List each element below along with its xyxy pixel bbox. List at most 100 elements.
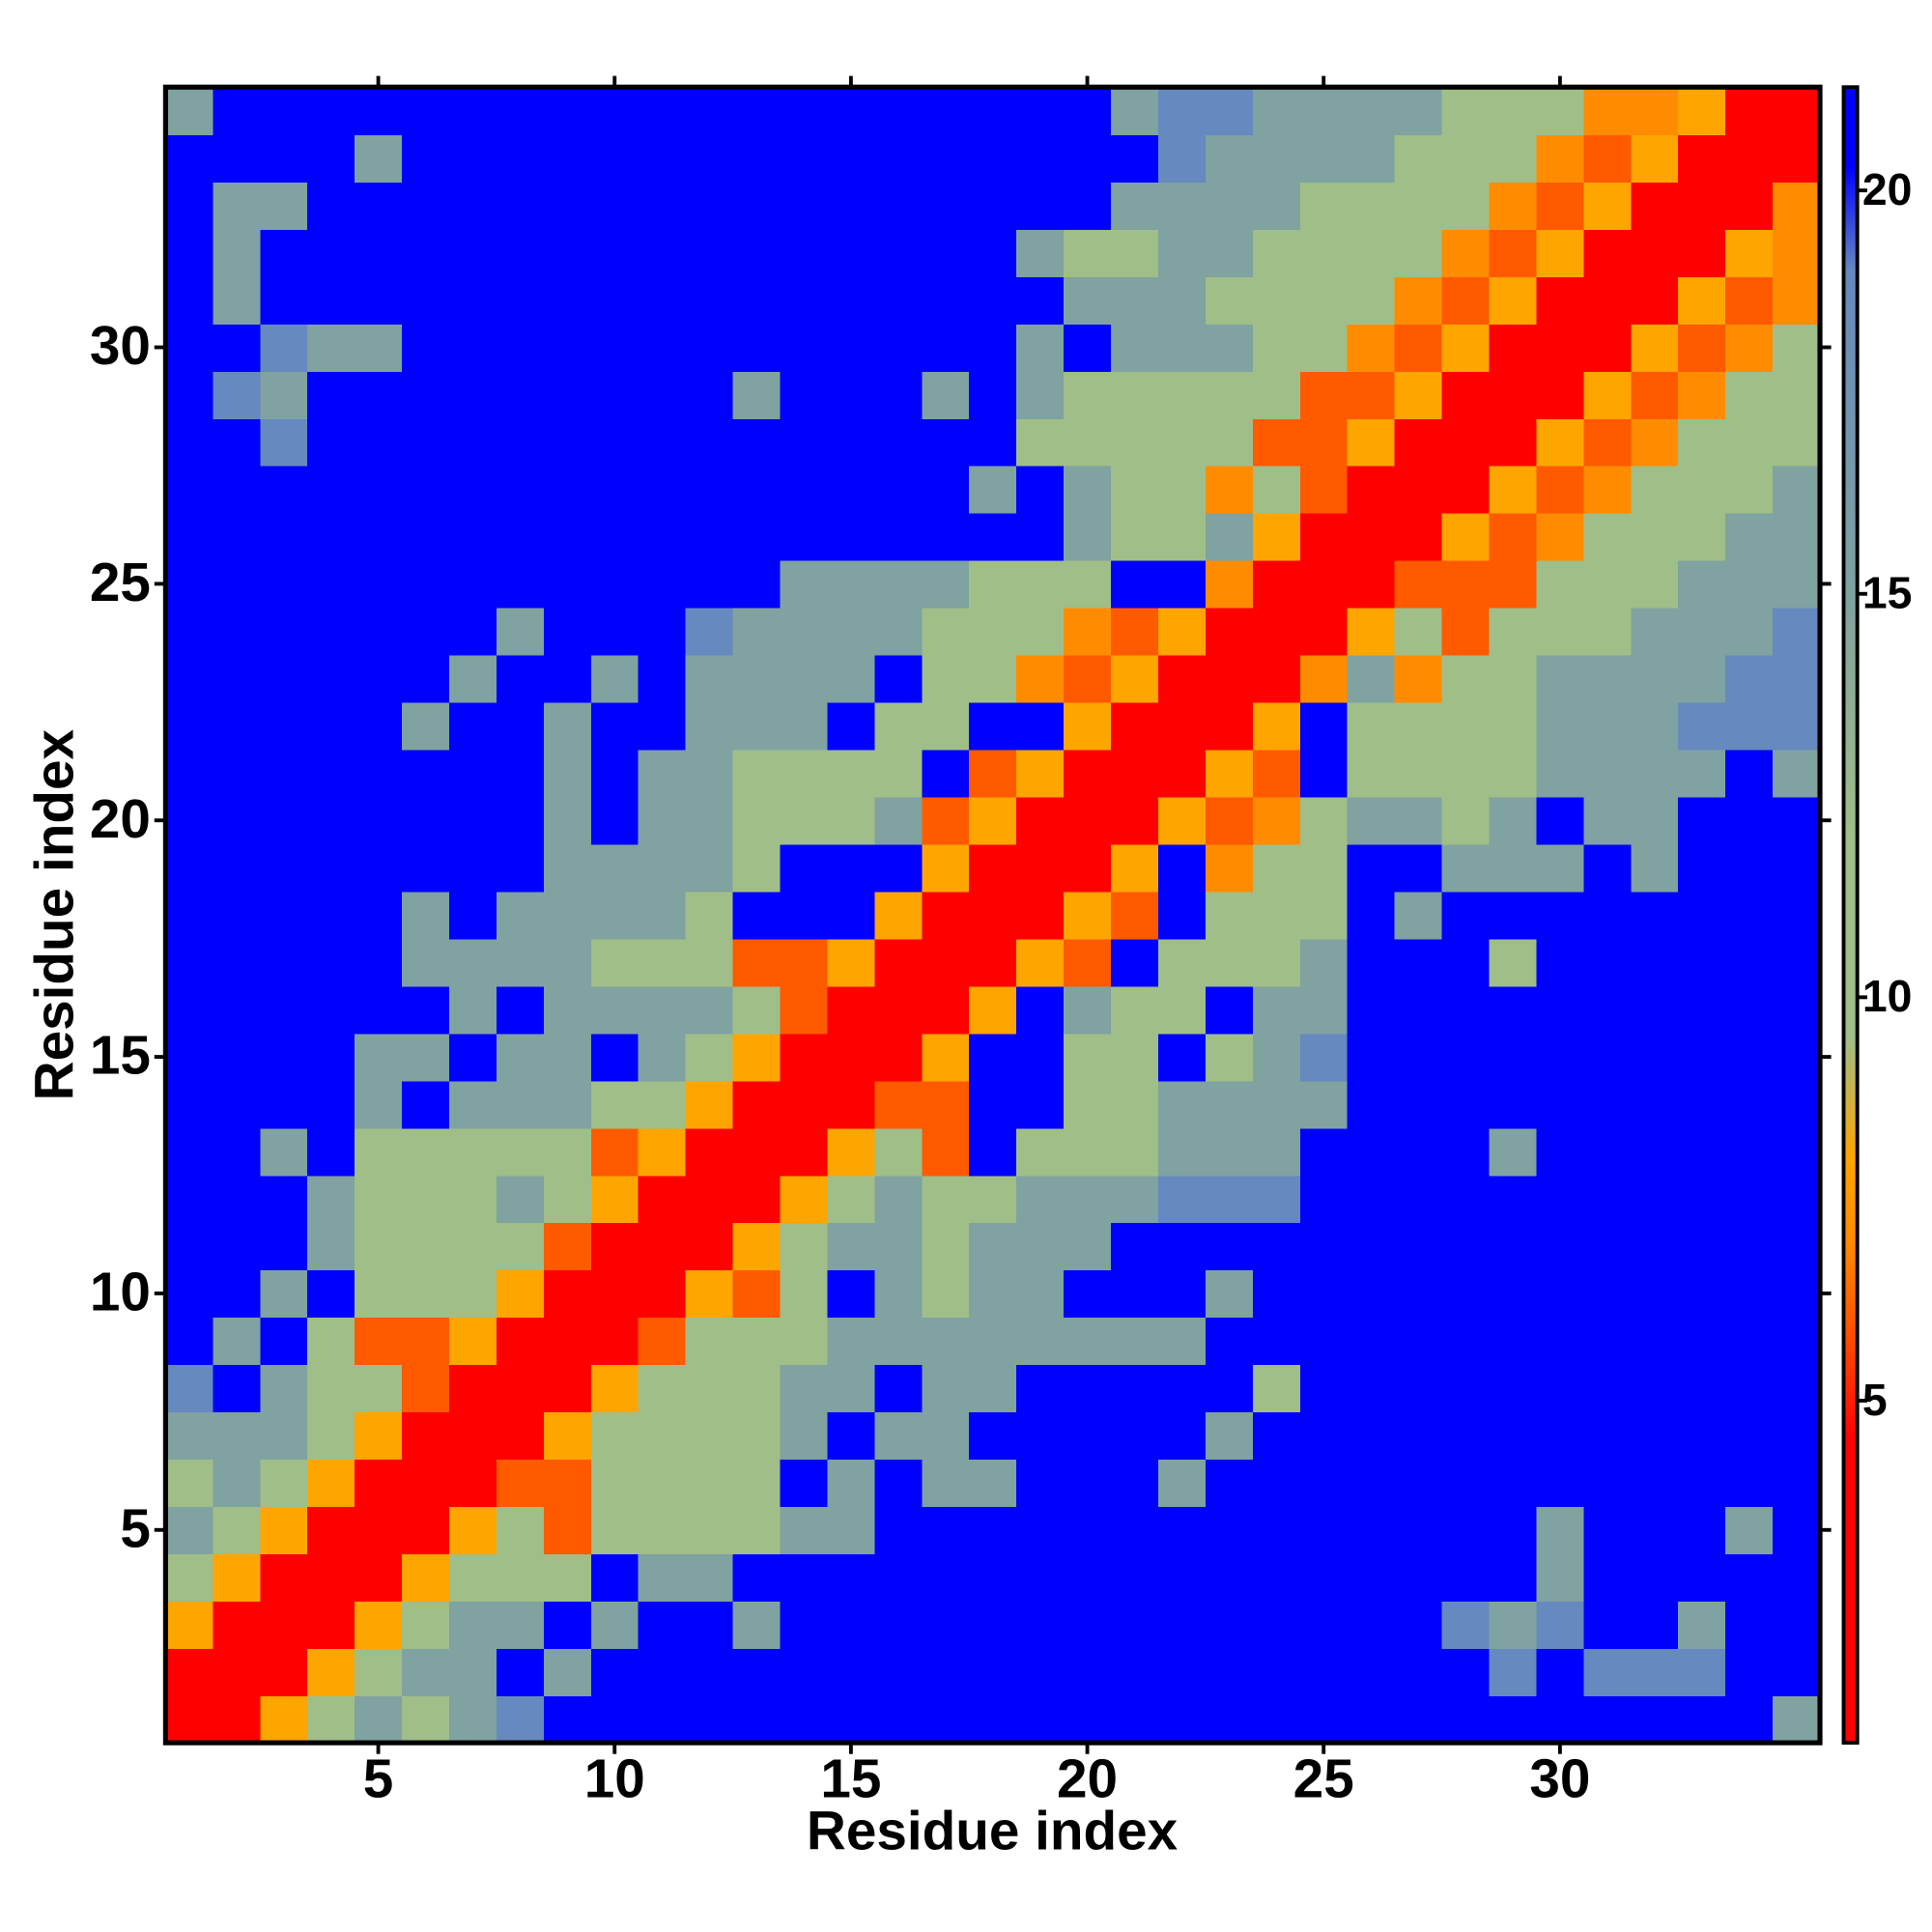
heatmap-cell — [1347, 134, 1396, 183]
heatmap-cell — [402, 1648, 450, 1696]
heatmap-cell — [1299, 182, 1349, 230]
heatmap-cell — [1394, 654, 1443, 703]
heatmap-cell — [1441, 229, 1491, 277]
heatmap-cell — [448, 654, 497, 703]
heatmap-cell — [969, 1269, 1017, 1319]
heatmap-cell — [922, 134, 971, 183]
heatmap-cell — [1441, 1127, 1491, 1177]
heatmap-cell — [260, 1648, 308, 1696]
heatmap-cell — [1536, 796, 1585, 845]
colorbar-tick-label: 5 — [1862, 1375, 1888, 1425]
heatmap-cell — [307, 1364, 355, 1413]
heatmap-cell — [1583, 654, 1633, 703]
heatmap-cell — [685, 324, 734, 372]
heatmap-cell — [638, 134, 687, 183]
heatmap-cell — [1205, 607, 1254, 656]
heatmap-cell — [922, 1175, 971, 1224]
heatmap-cell — [1678, 465, 1726, 514]
heatmap-cell — [1016, 182, 1065, 230]
heatmap-cell — [780, 87, 829, 135]
heatmap-cell — [1773, 701, 1821, 751]
heatmap-cell — [1536, 134, 1585, 183]
heatmap-cell — [1583, 1506, 1633, 1555]
heatmap-cell — [969, 276, 1017, 325]
heatmap-cell — [1489, 843, 1538, 893]
heatmap-cell — [1583, 1601, 1633, 1649]
heatmap-cell — [1394, 1411, 1443, 1461]
heatmap-cell — [355, 324, 403, 372]
heatmap-cell — [1394, 276, 1443, 325]
heatmap-cell — [1016, 1080, 1065, 1129]
heatmap-cell — [1725, 1601, 1774, 1649]
heatmap-cell — [969, 1648, 1017, 1696]
heatmap-cell — [1725, 1695, 1774, 1744]
heatmap-cell — [355, 938, 403, 987]
heatmap-cell — [1536, 891, 1585, 940]
heatmap-cell — [1536, 1127, 1585, 1177]
heatmap-cell — [1347, 1506, 1396, 1555]
heatmap-cell — [780, 1553, 829, 1602]
heatmap-cell — [590, 371, 639, 419]
heatmap-cell — [969, 1411, 1017, 1461]
heatmap-cell — [1678, 417, 1726, 467]
heatmap-cell — [1299, 1648, 1349, 1696]
heatmap-cell — [1205, 324, 1254, 372]
heatmap-cell — [260, 465, 308, 514]
heatmap-cell — [969, 324, 1017, 372]
heatmap-cell — [827, 1175, 876, 1224]
heatmap-cell — [685, 417, 734, 467]
heatmap-cell — [874, 1506, 923, 1555]
heatmap-cell — [1111, 465, 1159, 514]
heatmap-cell — [1394, 1364, 1443, 1413]
heatmap-cell — [260, 985, 308, 1035]
heatmap-cell — [732, 417, 781, 467]
heatmap-cell — [260, 891, 308, 940]
heatmap-cell — [496, 371, 545, 419]
heatmap-cell — [685, 1553, 734, 1602]
heatmap-cell — [213, 1601, 262, 1649]
heatmap-cell — [1016, 1175, 1065, 1224]
heatmap-cell — [780, 512, 829, 561]
heatmap-cell — [260, 229, 308, 277]
heatmap-cell — [448, 1506, 497, 1555]
heatmap-cell — [1252, 1080, 1301, 1129]
heatmap-cell — [1583, 371, 1633, 419]
heatmap-cell — [1773, 1175, 1821, 1224]
heatmap-cell — [213, 276, 262, 325]
heatmap-cell — [732, 1695, 781, 1744]
heatmap-cell — [448, 1364, 497, 1413]
heatmap-cell — [827, 796, 876, 845]
heatmap-cell — [307, 654, 355, 703]
heatmap-cell — [1631, 1553, 1679, 1602]
heatmap-cell — [590, 1033, 639, 1082]
heatmap-cell — [1441, 1506, 1491, 1555]
heatmap-cell — [1678, 891, 1726, 940]
heatmap-cell — [1394, 1553, 1443, 1602]
x-tick-label: 25 — [1293, 1748, 1354, 1809]
heatmap-cell — [732, 843, 781, 893]
heatmap-cell — [1157, 1411, 1207, 1461]
heatmap-cell — [307, 891, 355, 940]
heatmap-cell — [543, 1080, 592, 1129]
heatmap-cell — [1536, 1459, 1585, 1508]
heatmap-cell — [307, 1695, 355, 1744]
y-axis-title: Residue index — [25, 729, 86, 1101]
heatmap-cell — [260, 701, 308, 751]
heatmap-cell — [543, 276, 592, 325]
heatmap-cell — [1631, 701, 1679, 751]
heatmap-cell — [1678, 276, 1726, 325]
heatmap-cell — [1064, 559, 1112, 609]
heatmap-cell — [1347, 324, 1396, 372]
heatmap-cell — [874, 371, 923, 419]
heatmap-cell — [1536, 417, 1585, 467]
heatmap-cell — [355, 749, 403, 798]
heatmap-cell — [874, 1601, 923, 1649]
heatmap-cell — [874, 417, 923, 467]
heatmap-cell — [1111, 985, 1159, 1035]
heatmap-cell — [1678, 749, 1726, 798]
heatmap-cell — [496, 1033, 545, 1082]
heatmap-cell — [685, 1317, 734, 1366]
heatmap-cell — [1205, 1127, 1254, 1177]
heatmap-cell — [590, 796, 639, 845]
heatmap-cell — [1252, 1648, 1301, 1696]
